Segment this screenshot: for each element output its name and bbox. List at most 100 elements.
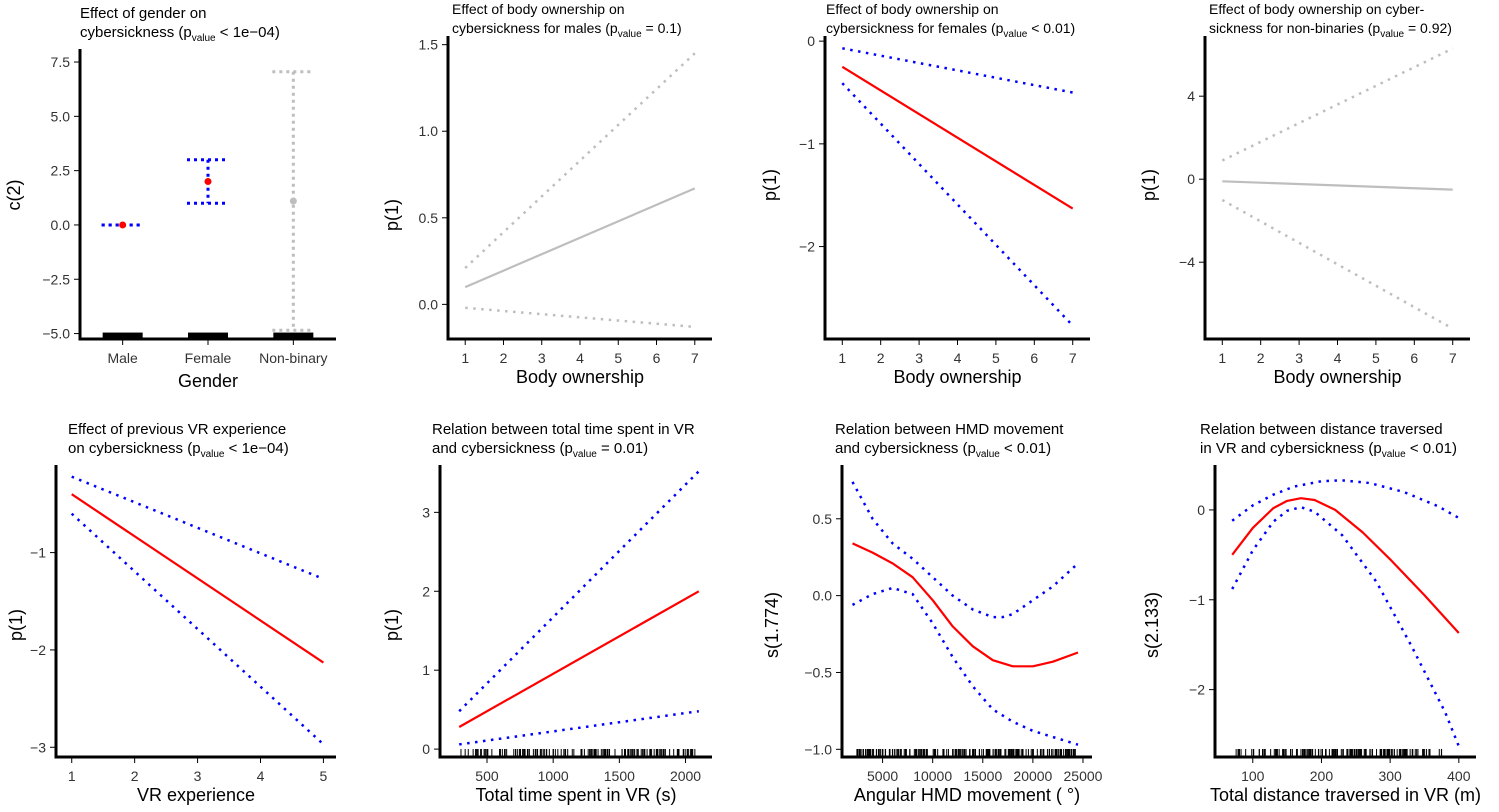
estimate-point [119,221,127,229]
x-axis-label: Total time spent in VR (s) [475,785,676,805]
y-tick-label: 1.0 [419,123,439,139]
x-tick-label: 100 [1241,768,1265,784]
x-tick-label: 4 [1334,350,1342,366]
chart-title-p8-line-1: Relation between distance traversed [1200,421,1443,438]
x-axis-label: Total distance traversed in VR (m) [1210,785,1481,805]
y-tick-label: 0.5 [813,511,833,527]
chart-title-p5-line-2: on cybersickness (pvalue < 1e−04) [68,440,289,460]
panel-p2: Effect of body ownership on cybersickness… [382,1,712,387]
x-tick-label: 2 [877,350,885,366]
x-tick-label: Non-binary [259,350,327,366]
chart-title-p2-line-2: cybersickness for males (pvalue = 0.1) [452,20,682,40]
x-tick-label: 15000 [963,768,1002,784]
category-rug-bar [102,332,143,339]
y-tick-label: 1.5 [419,37,439,53]
ci-upper-line [1221,47,1454,162]
x-tick-label: 1 [461,350,469,366]
x-tick-label: 25000 [1064,768,1103,784]
x-tick-label: 3 [538,350,546,366]
y-axis-label: c(2) [4,180,24,211]
x-tick-label: 2000 [670,768,701,784]
x-axis-label: Body ownership [516,367,644,387]
x-tick-label: 10000 [913,768,952,784]
x-tick-label: 3 [194,768,202,784]
y-tick-label: 7.5 [51,54,71,70]
ci-lower-line [851,586,1079,746]
fit-line [1222,180,1453,191]
ci-lower-line [1221,198,1454,330]
x-tick-label: 1 [838,350,846,366]
chart-title-p3-line-1: Effect of body ownership on [826,1,999,17]
chart-title-p6-line-1: Relation between total time spent in VR [432,421,695,438]
fit-line [458,590,700,728]
panel-p3: Effect of body ownership on cybersickness… [760,1,1090,387]
y-tick-label: −2 [1189,682,1205,698]
ci-upper-line [458,470,700,713]
y-tick-label: 2 [422,583,430,599]
x-tick-label: 6 [653,350,661,366]
x-tick-label: 7 [1069,350,1077,366]
y-tick-label: 5.0 [51,108,71,124]
fit-line [841,65,1074,210]
chart-title-p6-line-2: and cybersickness (pvalue = 0.01) [432,440,648,460]
ci-lower-line [465,306,695,329]
y-tick-label: −1.0 [804,741,832,757]
ci-lower-line [1231,505,1460,747]
x-axis-label: Body ownership [1273,367,1401,387]
x-tick-label: 5 [320,768,328,784]
y-tick-label: 3 [422,504,430,520]
y-tick-label: −1 [799,136,815,152]
chart-title-p3-line-2: cybersickness for females (pvalue < 0.01… [826,20,1075,40]
x-axis-label: Body ownership [893,367,1021,387]
y-axis-label: s(1.774) [762,592,782,658]
y-tick-label: −2.5 [42,271,70,287]
ci-upper-line [842,47,1073,94]
x-tick-label: 200 [1310,768,1334,784]
ci-lower-line [459,709,699,746]
x-tick-label: Female [185,350,232,366]
y-tick-label: 4 [1187,88,1195,104]
y-tick-label: −3 [30,739,46,755]
x-tick-label: 3 [915,350,923,366]
y-tick-label: −2 [799,239,815,255]
y-tick-label: −4 [1179,254,1195,270]
y-tick-label: 0.5 [419,210,439,226]
fit-line [464,187,696,289]
x-axis-label: VR experience [137,785,255,805]
panel-p8: Relation between distance traversed in VR… [1142,421,1481,805]
chart-title-p1-line-1: Effect of gender on [80,5,206,22]
y-tick-label: −1 [1189,592,1205,608]
x-tick-label: 5 [992,350,1000,366]
category-rug-bar [188,332,228,339]
fit-line [1231,497,1460,634]
fit-line [852,542,1079,668]
x-tick-label: 7 [691,350,699,366]
chart-title-p7-line-1: Relation between HMD movement [835,421,1064,438]
fit-line [71,493,325,664]
panel-p6: Relation between total time spent in VR a… [382,421,712,805]
x-tick-label: 1500 [604,768,635,784]
x-tick-label: 6 [1410,350,1418,366]
x-axis-label: Gender [178,371,238,391]
ci-upper-line [71,475,324,581]
x-tick-label: 1000 [538,768,569,784]
x-tick-label: 4 [954,350,962,366]
chart-title-p8-line-2: in VR and cybersickness (pvalue < 0.01) [1200,440,1457,460]
x-tick-label: 1 [68,768,76,784]
x-tick-label: 2 [1257,350,1265,366]
y-tick-label: −0.5 [804,664,832,680]
x-tick-label: 3 [1295,350,1303,366]
x-tick-label: 4 [576,350,584,366]
x-tick-label: 400 [1447,768,1471,784]
estimate-point [204,178,212,186]
y-tick-label: 2.5 [51,163,71,179]
estimate-point [289,197,297,205]
chart-title-p5-line-1: Effect of previous VR experience [68,421,286,438]
y-tick-label: 0.0 [419,296,439,312]
x-tick-label: 500 [475,768,499,784]
panel-p1: Effect of gender on cybersickness (pvalue… [4,5,336,391]
y-tick-label: 0.0 [51,217,71,233]
x-tick-label: 5 [1372,350,1380,366]
chart-title-p7-line-2: and cybersickness (pvalue < 0.01) [835,440,1051,460]
y-tick-label: −2 [30,642,46,658]
